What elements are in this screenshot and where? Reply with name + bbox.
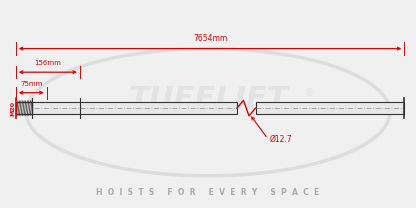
Text: Ø12.7: Ø12.7 — [270, 134, 292, 143]
Text: 156mm: 156mm — [35, 61, 61, 66]
Text: 75mm: 75mm — [20, 81, 42, 87]
Bar — [255, 103, 404, 114]
Text: H  O  I  S  T  S     F  O  R     E  V  E  R  Y     S  P  A  C  E: H O I S T S F O R E V E R Y S P A C E — [97, 188, 319, 197]
Text: TUFFLIFT: TUFFLIFT — [128, 85, 288, 114]
Text: M20: M20 — [10, 101, 15, 116]
Bar — [16, 103, 237, 114]
Text: 7654mm: 7654mm — [193, 34, 227, 43]
Bar — [16, 103, 32, 114]
Text: ®: ® — [305, 88, 315, 98]
